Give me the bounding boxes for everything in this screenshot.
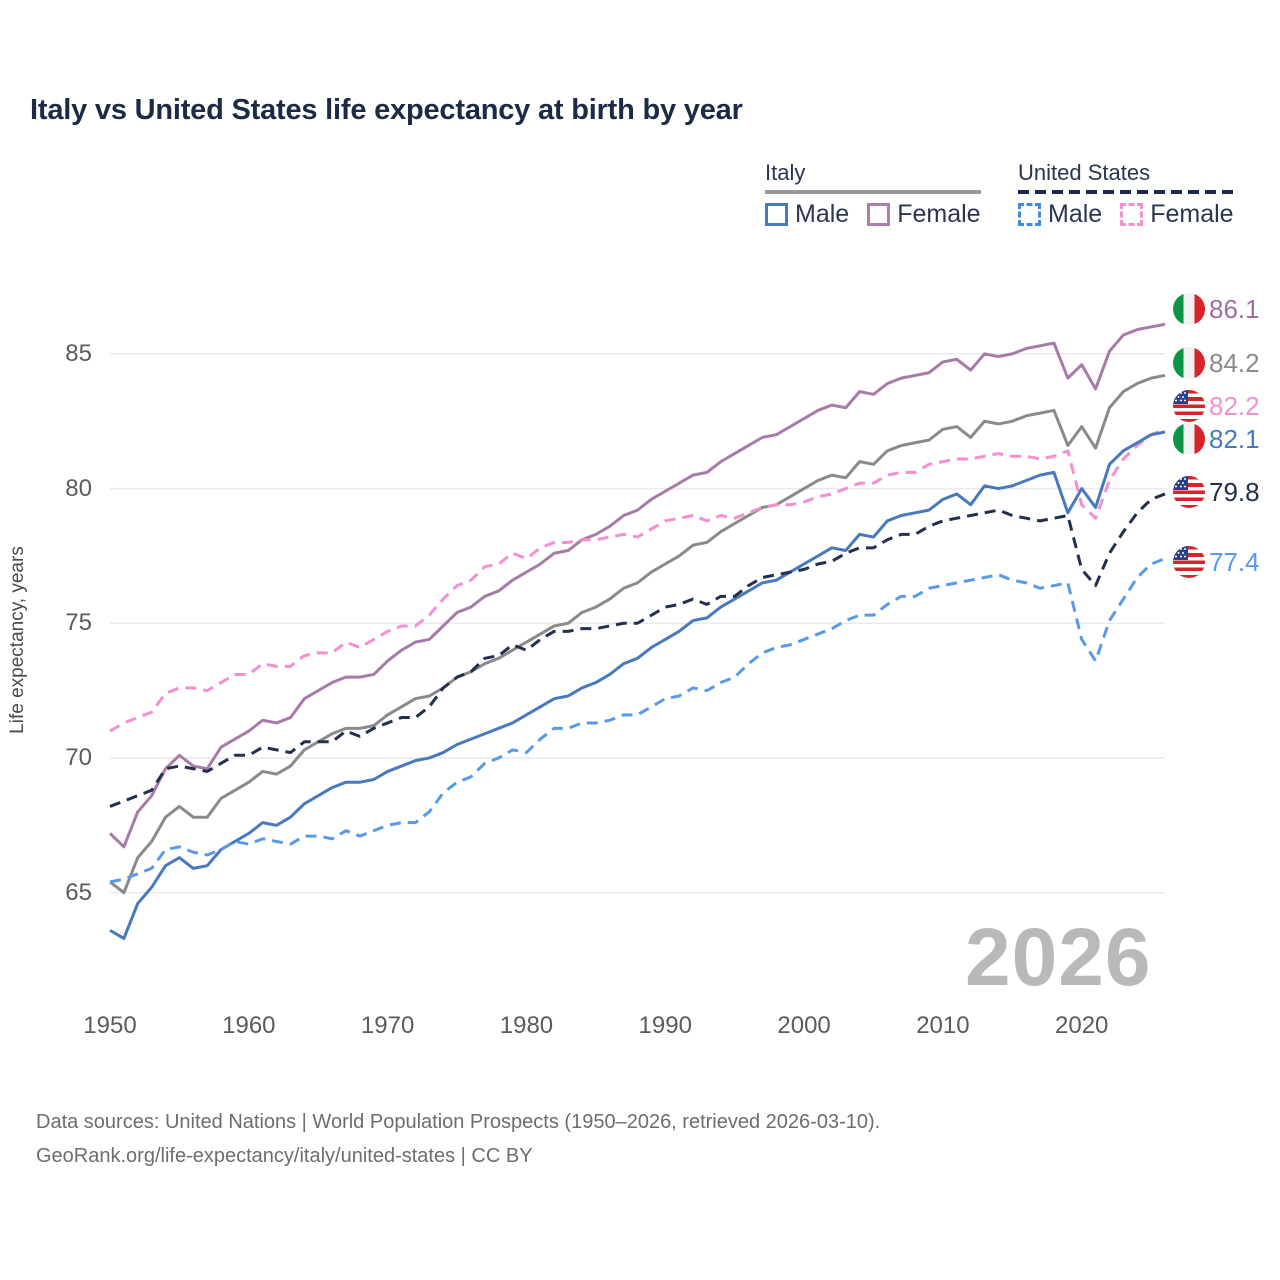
legend-group-united-states-title: United States (1018, 160, 1151, 185)
end-label-84.2: 84.2 (1173, 347, 1260, 379)
legend-group-italy: Italy Male Female (765, 160, 981, 227)
usa-flag-icon (1173, 546, 1205, 578)
chart-legend: Italy Male Female United States Male (0, 160, 1250, 240)
legend-item-us-female[interactable]: Female (1120, 200, 1234, 228)
legend-group-united-states: United States Male Female (1018, 160, 1234, 227)
legend-rule-united-states (1018, 190, 1234, 194)
legend-label-italy-male: Male (795, 200, 850, 228)
end-label-77.4: 77.4 (1173, 546, 1260, 578)
series-line-italy-male (109, 430, 1166, 940)
series-line-italy-total (109, 373, 1166, 895)
italy-flag-icon (1173, 423, 1205, 455)
legend-swatch-us-female (1120, 203, 1144, 226)
end-value: 86.1 (1209, 294, 1260, 324)
end-label-82.1: 82.1 (1173, 423, 1260, 455)
end-value: 84.2 (1209, 348, 1260, 378)
end-value: 82.2 (1209, 391, 1260, 421)
end-label-79.8: 79.8 (1173, 476, 1260, 508)
legend-swatch-us-male (1018, 203, 1041, 226)
footer-line-sources: Data sources: United Nations | World Pop… (36, 1111, 881, 1133)
y-tick-65: 65 (65, 878, 92, 906)
legend-rule-italy (765, 190, 981, 194)
series-line-united-states-female (109, 427, 1166, 733)
legend-swatch-italy-male (765, 203, 788, 226)
end-value: 82.1 (1209, 424, 1260, 454)
y-tick-70: 70 (65, 743, 92, 771)
usa-flag-icon (1173, 390, 1205, 422)
usa-flag-icon (1173, 476, 1205, 508)
series-line-united-states-male (109, 557, 1166, 884)
footer-line-attribution: GeoRank.org/life-expectancy/italy/united… (36, 1145, 533, 1167)
legend-swatch-italy-female (867, 203, 891, 226)
series-line-united-states-total (109, 492, 1166, 808)
legend-label-us-male: Male (1048, 200, 1103, 228)
y-tick-85: 85 (65, 339, 92, 367)
x-tick-1950: 1950 (83, 1012, 137, 1039)
series-line-italy-female (108, 322, 1166, 849)
x-tick-1980: 1980 (499, 1012, 554, 1039)
legend-label-italy-female: Female (897, 200, 981, 228)
end-value: 79.8 (1209, 477, 1260, 507)
legend-item-italy-female[interactable]: Female (867, 200, 981, 228)
x-tick-1970: 1970 (360, 1012, 415, 1039)
legend-label-us-female: Female (1150, 200, 1234, 228)
end-label-82.2: 82.2 (1173, 390, 1260, 422)
legend-item-italy-male[interactable]: Male (765, 202, 849, 227)
footer: Data sources: United Nations | World Pop… (36, 1105, 1236, 1173)
x-tick-2010: 2010 (916, 1012, 970, 1039)
x-tick-1960: 1960 (222, 1012, 276, 1039)
y-tick-80: 80 (65, 474, 92, 502)
end-value: 77.4 (1209, 547, 1260, 577)
y-tick-75: 75 (65, 609, 92, 637)
legend-item-us-male[interactable]: Male (1018, 202, 1102, 227)
italy-flag-icon (1173, 293, 1205, 325)
end-label-86.1: 86.1 (1173, 293, 1260, 325)
year-watermark: 2026 (965, 912, 1152, 1003)
x-tick-1990: 1990 (638, 1012, 692, 1039)
italy-flag-icon (1173, 347, 1205, 379)
chart-title: Italy vs United States life expectancy a… (30, 94, 743, 126)
x-tick-2020: 2020 (1055, 1012, 1109, 1039)
legend-group-italy-title: Italy (765, 160, 806, 185)
x-tick-2000: 2000 (777, 1012, 831, 1039)
